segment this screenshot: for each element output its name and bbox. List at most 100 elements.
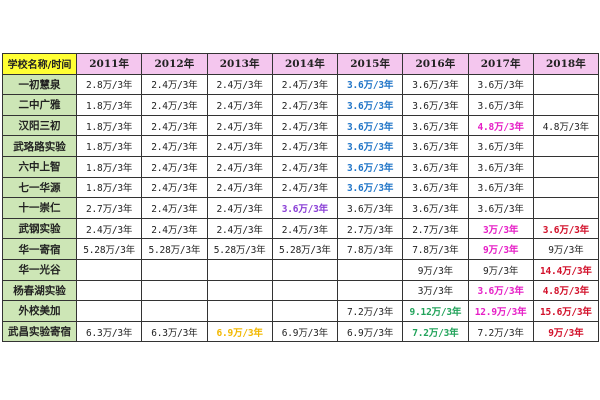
tuition-cell: 9万/3年: [467, 258, 534, 281]
tuition-cell: 5.28万/3年: [206, 238, 273, 260]
tuition-cell: [206, 300, 273, 322]
tuition-cell: 2.4万/3年: [75, 217, 143, 240]
tuition-cell: 3.6万/3年: [467, 176, 534, 199]
tuition-cell: 2.4万/3年: [206, 135, 273, 157]
table-row: 二中广雅 1.8万/3年 2.4万/3年 2.4万/3年 2.4万/3年 3.6万/3年 3…: [2, 94, 600, 116]
school-name-cell: 华一光谷: [2, 258, 77, 281]
tuition-cell: 3.6万/3年: [336, 94, 404, 116]
tuition-cell: 2.4万/3年: [206, 94, 273, 116]
year-header: 2014年: [271, 53, 339, 75]
tuition-cell: 2.4万/3年: [141, 114, 208, 137]
tuition-cell: 3.6万/3年: [467, 73, 534, 96]
tuition-cell: 3.6万/3年: [467, 279, 534, 302]
tuition-cell: 3.6万/3年: [402, 197, 469, 219]
school-name-cell: 七一华源: [2, 176, 77, 199]
tuition-cell: 2.4万/3年: [271, 114, 339, 137]
tuition-cell: 3.6万/3年: [336, 73, 404, 96]
tuition-cell: 7.2万/3年: [402, 320, 469, 343]
tuition-cell: 2.4万/3年: [206, 217, 273, 240]
tuition-cell: 9万/3年: [467, 238, 534, 260]
tuition-cell: 3.6万/3年: [336, 114, 404, 137]
tuition-cell: 3.6万/3年: [532, 217, 600, 240]
tuition-cell: 3.6万/3年: [402, 114, 469, 137]
tuition-cell: [336, 279, 404, 302]
table-row: 六中上智 1.8万/3年 2.4万/3年 2.4万/3年 2.4万/3年 3.6万/3年 3…: [2, 155, 600, 178]
school-name-cell: 外校美加: [2, 300, 77, 322]
tuition-table-container: 学校名称/时间 2011年 2012年 2013年 2014年 2015年 20…: [2, 53, 600, 343]
tuition-cell: 3.6万/3年: [336, 155, 404, 178]
year-header: 2011年: [75, 53, 143, 75]
tuition-cell: 3.6万/3年: [467, 94, 534, 116]
school-name-cell: 武钢实验: [2, 217, 77, 240]
tuition-cell: 2.4万/3年: [271, 73, 339, 96]
table-row: 武珞路实验 1.8万/3年 2.4万/3年 2.4万/3年 2.4万/3年 3.6万/3年…: [2, 135, 600, 157]
tuition-cell: 6.9万/3年: [271, 320, 339, 343]
tuition-cell: 2.4万/3年: [141, 217, 208, 240]
table-row: 武钢实验 2.4万/3年 2.4万/3年 2.4万/3年 2.4万/3年 2.7万/3年 2…: [2, 217, 600, 240]
tuition-cell: 6.9万/3年: [206, 320, 273, 343]
table-row: 十一崇仁 2.7万/3年 2.4万/3年 2.4万/3年 3.6万/3年 3.6万/3年 3…: [2, 197, 600, 219]
tuition-cell: 5.28万/3年: [141, 238, 208, 260]
tuition-cell: 9万/3年: [402, 258, 469, 281]
tuition-cell: [271, 300, 339, 322]
tuition-cell: 3.6万/3年: [271, 197, 339, 219]
tuition-cell: 9.12万/3年: [402, 300, 469, 322]
tuition-cell: 3.6万/3年: [402, 94, 469, 116]
tuition-cell: 3万/3年: [402, 279, 469, 302]
table-row: 七一华源 1.8万/3年 2.4万/3年 2.4万/3年 2.4万/3年 3.6万/3年 3…: [2, 176, 600, 199]
school-name-cell: 华一寄宿: [2, 238, 77, 260]
tuition-cell: 1.8万/3年: [75, 176, 143, 199]
tuition-cell: 1.8万/3年: [75, 114, 143, 137]
tuition-cell: [532, 73, 600, 96]
year-header: 2018年: [532, 53, 600, 75]
tuition-cell: [141, 279, 208, 302]
tuition-cell: 2.4万/3年: [271, 135, 339, 157]
tuition-cell: 3.6万/3年: [402, 176, 469, 199]
corner-header: 学校名称/时间: [2, 53, 77, 75]
year-header: 2017年: [467, 53, 534, 75]
tuition-cell: 9万/3年: [532, 320, 600, 343]
year-header: 2013年: [206, 53, 273, 75]
school-name-cell: 一初慧泉: [2, 73, 77, 96]
tuition-cell: 1.8万/3年: [75, 155, 143, 178]
tuition-table: 学校名称/时间 2011年 2012年 2013年 2014年 2015年 20…: [2, 53, 600, 343]
table-row: 一初慧泉 2.8万/3年 2.4万/3年 2.4万/3年 2.4万/3年 3.6万/3年 3…: [2, 73, 600, 96]
table-row: 华一光谷 9万/3年 9万/3年 14.4万/3年: [2, 258, 600, 281]
tuition-cell: 2.4万/3年: [271, 176, 339, 199]
table-row: 华一寄宿 5.28万/3年 5.28万/3年 5.28万/3年 5.28万/3年 7.8万…: [2, 238, 600, 260]
tuition-cell: 2.4万/3年: [206, 73, 273, 96]
tuition-cell: 12.9万/3年: [467, 300, 534, 322]
tuition-cell: 3.6万/3年: [467, 197, 534, 219]
tuition-cell: [141, 258, 208, 281]
tuition-cell: 4.8万/3年: [532, 279, 600, 302]
tuition-cell: 2.8万/3年: [75, 73, 143, 96]
tuition-cell: [336, 258, 404, 281]
tuition-cell: 2.4万/3年: [206, 155, 273, 178]
tuition-cell: 3.6万/3年: [336, 197, 404, 219]
school-name-cell: 六中上智: [2, 155, 77, 178]
tuition-cell: 9万/3年: [532, 238, 600, 260]
tuition-cell: 2.4万/3年: [271, 155, 339, 178]
tuition-cell: 2.7万/3年: [75, 197, 143, 219]
tuition-cell: 2.4万/3年: [141, 155, 208, 178]
table-body: 一初慧泉 2.8万/3年 2.4万/3年 2.4万/3年 2.4万/3年 3.6万/3年 3…: [2, 73, 600, 343]
tuition-cell: [206, 258, 273, 281]
tuition-cell: 5.28万/3年: [75, 238, 143, 260]
tuition-cell: 3.6万/3年: [402, 73, 469, 96]
table-row: 外校美加 7.2万/3年 9.12万/3年 12.9万/3年 15.6万/3年: [2, 300, 600, 322]
tuition-cell: 6.3万/3年: [141, 320, 208, 343]
tuition-cell: 1.8万/3年: [75, 94, 143, 116]
tuition-cell: [206, 279, 273, 302]
tuition-cell: 2.4万/3年: [206, 197, 273, 219]
school-name-cell: 十一崇仁: [2, 197, 77, 219]
tuition-cell: 3.6万/3年: [467, 155, 534, 178]
tuition-cell: 3万/3年: [467, 217, 534, 240]
table-row: 汉阳三初 1.8万/3年 2.4万/3年 2.4万/3年 2.4万/3年 3.6万/3年 3…: [2, 114, 600, 137]
tuition-cell: 7.2万/3年: [467, 320, 534, 343]
tuition-cell: [271, 258, 339, 281]
year-header: 2012年: [141, 53, 208, 75]
tuition-cell: 1.8万/3年: [75, 135, 143, 157]
tuition-cell: [532, 197, 600, 219]
tuition-cell: 2.4万/3年: [141, 135, 208, 157]
tuition-cell: 3.6万/3年: [336, 135, 404, 157]
